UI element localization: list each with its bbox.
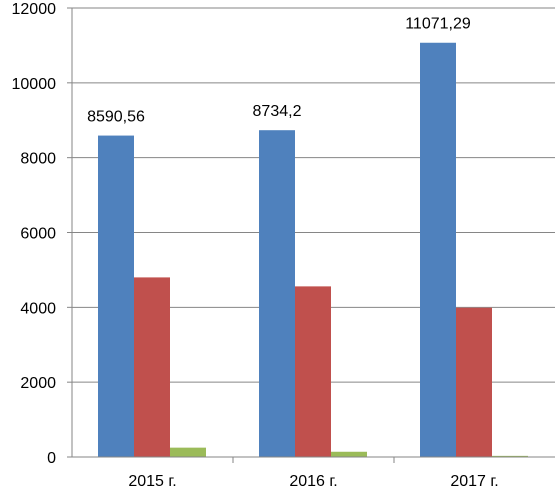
y-tick-label-10000: 10000 xyxy=(12,76,57,93)
x-category-label-0: 2015 г. xyxy=(128,473,176,490)
bars xyxy=(98,42,528,457)
bar-s2-c1 xyxy=(331,451,367,457)
y-tick-label-8000: 8000 xyxy=(20,151,56,168)
labels: 0 2000 4000 6000 8000 10000 12000 2015 г. 8590,5… xyxy=(12,1,499,490)
bar-s0-c1 xyxy=(259,130,295,457)
x-category-label-1: 2016 г. xyxy=(289,473,337,490)
data-label-1: 8734,2 xyxy=(253,103,302,120)
y-tick-label-6000: 6000 xyxy=(20,226,56,243)
x-category-label-2: 2017 г. xyxy=(450,473,498,490)
y-tick-label-4000: 4000 xyxy=(20,300,56,317)
bar-s1-c1 xyxy=(295,286,331,457)
data-label-0: 8590,56 xyxy=(87,109,145,126)
bar-s0-c2 xyxy=(420,42,456,457)
bar-s2-c0 xyxy=(170,447,206,457)
bar-s1-c0 xyxy=(134,277,170,457)
y-tick-label-0: 0 xyxy=(47,450,56,467)
bar-s0-c0 xyxy=(98,135,134,457)
axes xyxy=(67,7,555,463)
data-label-2: 11071,29 xyxy=(405,16,471,33)
bar-s1-c2 xyxy=(456,307,492,457)
y-tick-label-12000: 12000 xyxy=(12,1,57,18)
y-tick-label-2000: 2000 xyxy=(20,375,56,392)
bar-s2-c2 xyxy=(492,455,528,457)
